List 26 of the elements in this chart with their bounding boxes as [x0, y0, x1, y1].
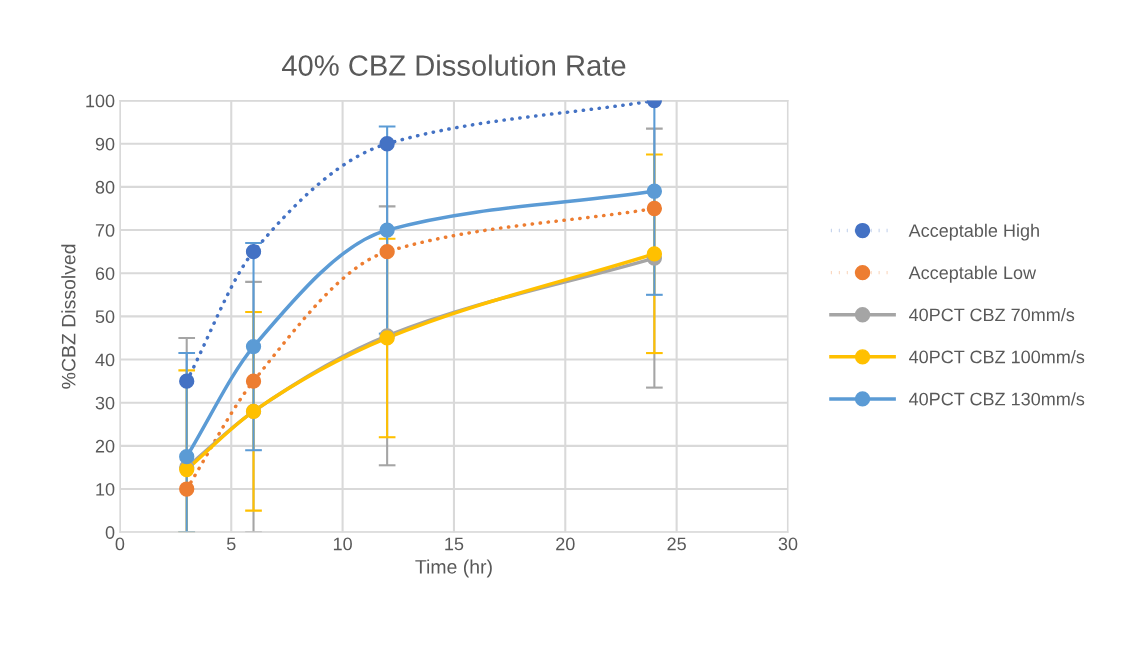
x-tick-label: 5	[226, 537, 236, 551]
y-axis-title: %CBZ Dissolved	[61, 244, 76, 389]
y-tick-label: 40	[95, 353, 115, 367]
x-tick-label: 15	[445, 537, 464, 551]
legend-label: 40PCT CBZ 70mm/s	[909, 307, 1075, 322]
y-tick-label: 70	[95, 224, 115, 237]
y-tick-label: 100	[86, 94, 115, 108]
x-tick-label: 30	[778, 537, 798, 551]
y-tick-label: 80	[95, 180, 115, 194]
x-tick-label: 10	[333, 537, 352, 551]
legend-label: Acceptable Low	[908, 265, 1037, 283]
legend-label: 40PCT CBZ 100mm/s	[909, 350, 1085, 364]
x-tick-label: 25	[667, 537, 686, 551]
x-tick-label: 0	[115, 537, 125, 551]
y-tick-label: 30	[95, 396, 115, 410]
y-tick-label: 0	[105, 526, 115, 539]
y-tick-label: 60	[95, 267, 115, 280]
x-tick-label: 20	[556, 537, 575, 551]
chart-title: 40% CBZ Dissolution Rate	[281, 54, 626, 76]
legend-label: 40PCT CBZ 130mm/s	[909, 392, 1085, 406]
y-tick-label: 50	[95, 310, 115, 324]
legend-label: Acceptable High	[908, 223, 1039, 241]
x-axis-title: Time (hr)	[415, 559, 492, 578]
y-tick-label: 90	[95, 137, 115, 151]
y-tick-label: 10	[96, 482, 115, 496]
y-tick-label: 20	[95, 439, 115, 453]
